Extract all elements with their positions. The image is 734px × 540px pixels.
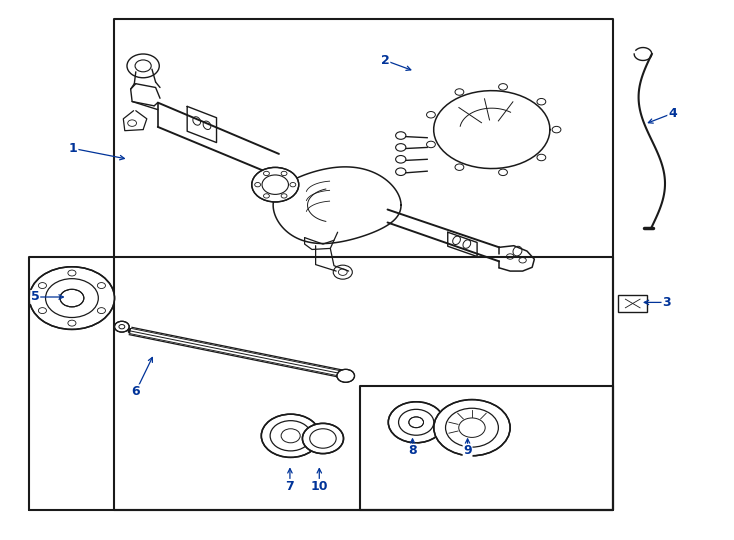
Circle shape [409, 417, 424, 428]
Text: 10: 10 [310, 480, 328, 492]
FancyBboxPatch shape [618, 295, 647, 312]
Text: 1: 1 [69, 142, 78, 155]
Circle shape [302, 423, 344, 454]
Circle shape [115, 321, 129, 332]
Text: 6: 6 [131, 385, 140, 398]
Text: 5: 5 [31, 291, 40, 303]
Text: 9: 9 [463, 444, 472, 457]
Text: 4: 4 [668, 107, 677, 120]
Circle shape [434, 400, 510, 456]
Circle shape [388, 402, 444, 443]
Text: 7: 7 [286, 480, 294, 492]
Circle shape [261, 414, 320, 457]
Circle shape [60, 289, 84, 307]
Text: 3: 3 [662, 296, 671, 309]
Circle shape [29, 267, 115, 329]
Text: 2: 2 [381, 54, 390, 67]
Circle shape [252, 167, 299, 202]
Circle shape [337, 369, 355, 382]
Text: 8: 8 [408, 444, 417, 457]
